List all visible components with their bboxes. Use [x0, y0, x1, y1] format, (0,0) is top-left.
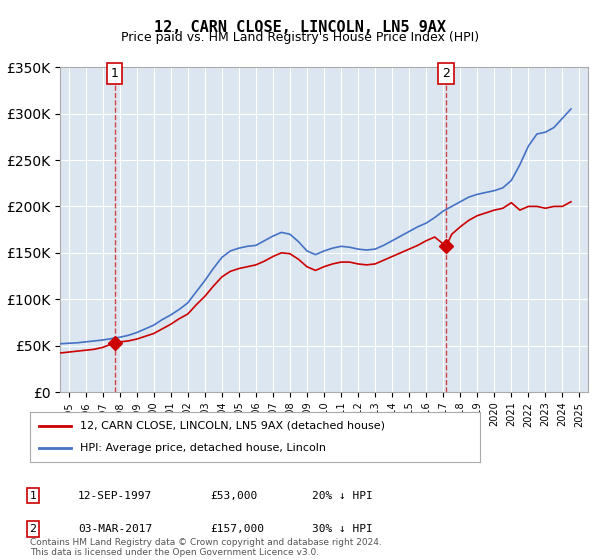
Text: 2: 2: [29, 524, 37, 534]
Text: 2: 2: [442, 67, 450, 80]
Text: 12-SEP-1997: 12-SEP-1997: [78, 491, 152, 501]
Text: Price paid vs. HM Land Registry's House Price Index (HPI): Price paid vs. HM Land Registry's House …: [121, 31, 479, 44]
Text: £53,000: £53,000: [210, 491, 257, 501]
Text: 1: 1: [29, 491, 37, 501]
Text: 12, CARN CLOSE, LINCOLN, LN5 9AX (detached house): 12, CARN CLOSE, LINCOLN, LN5 9AX (detach…: [79, 421, 385, 431]
Text: HPI: Average price, detached house, Lincoln: HPI: Average price, detached house, Linc…: [79, 443, 325, 453]
Text: 12, CARN CLOSE, LINCOLN, LN5 9AX: 12, CARN CLOSE, LINCOLN, LN5 9AX: [154, 20, 446, 35]
Text: 30% ↓ HPI: 30% ↓ HPI: [312, 524, 373, 534]
Text: 1: 1: [110, 67, 118, 80]
Text: 20% ↓ HPI: 20% ↓ HPI: [312, 491, 373, 501]
Text: 03-MAR-2017: 03-MAR-2017: [78, 524, 152, 534]
Text: £157,000: £157,000: [210, 524, 264, 534]
Text: Contains HM Land Registry data © Crown copyright and database right 2024.
This d: Contains HM Land Registry data © Crown c…: [30, 538, 382, 557]
